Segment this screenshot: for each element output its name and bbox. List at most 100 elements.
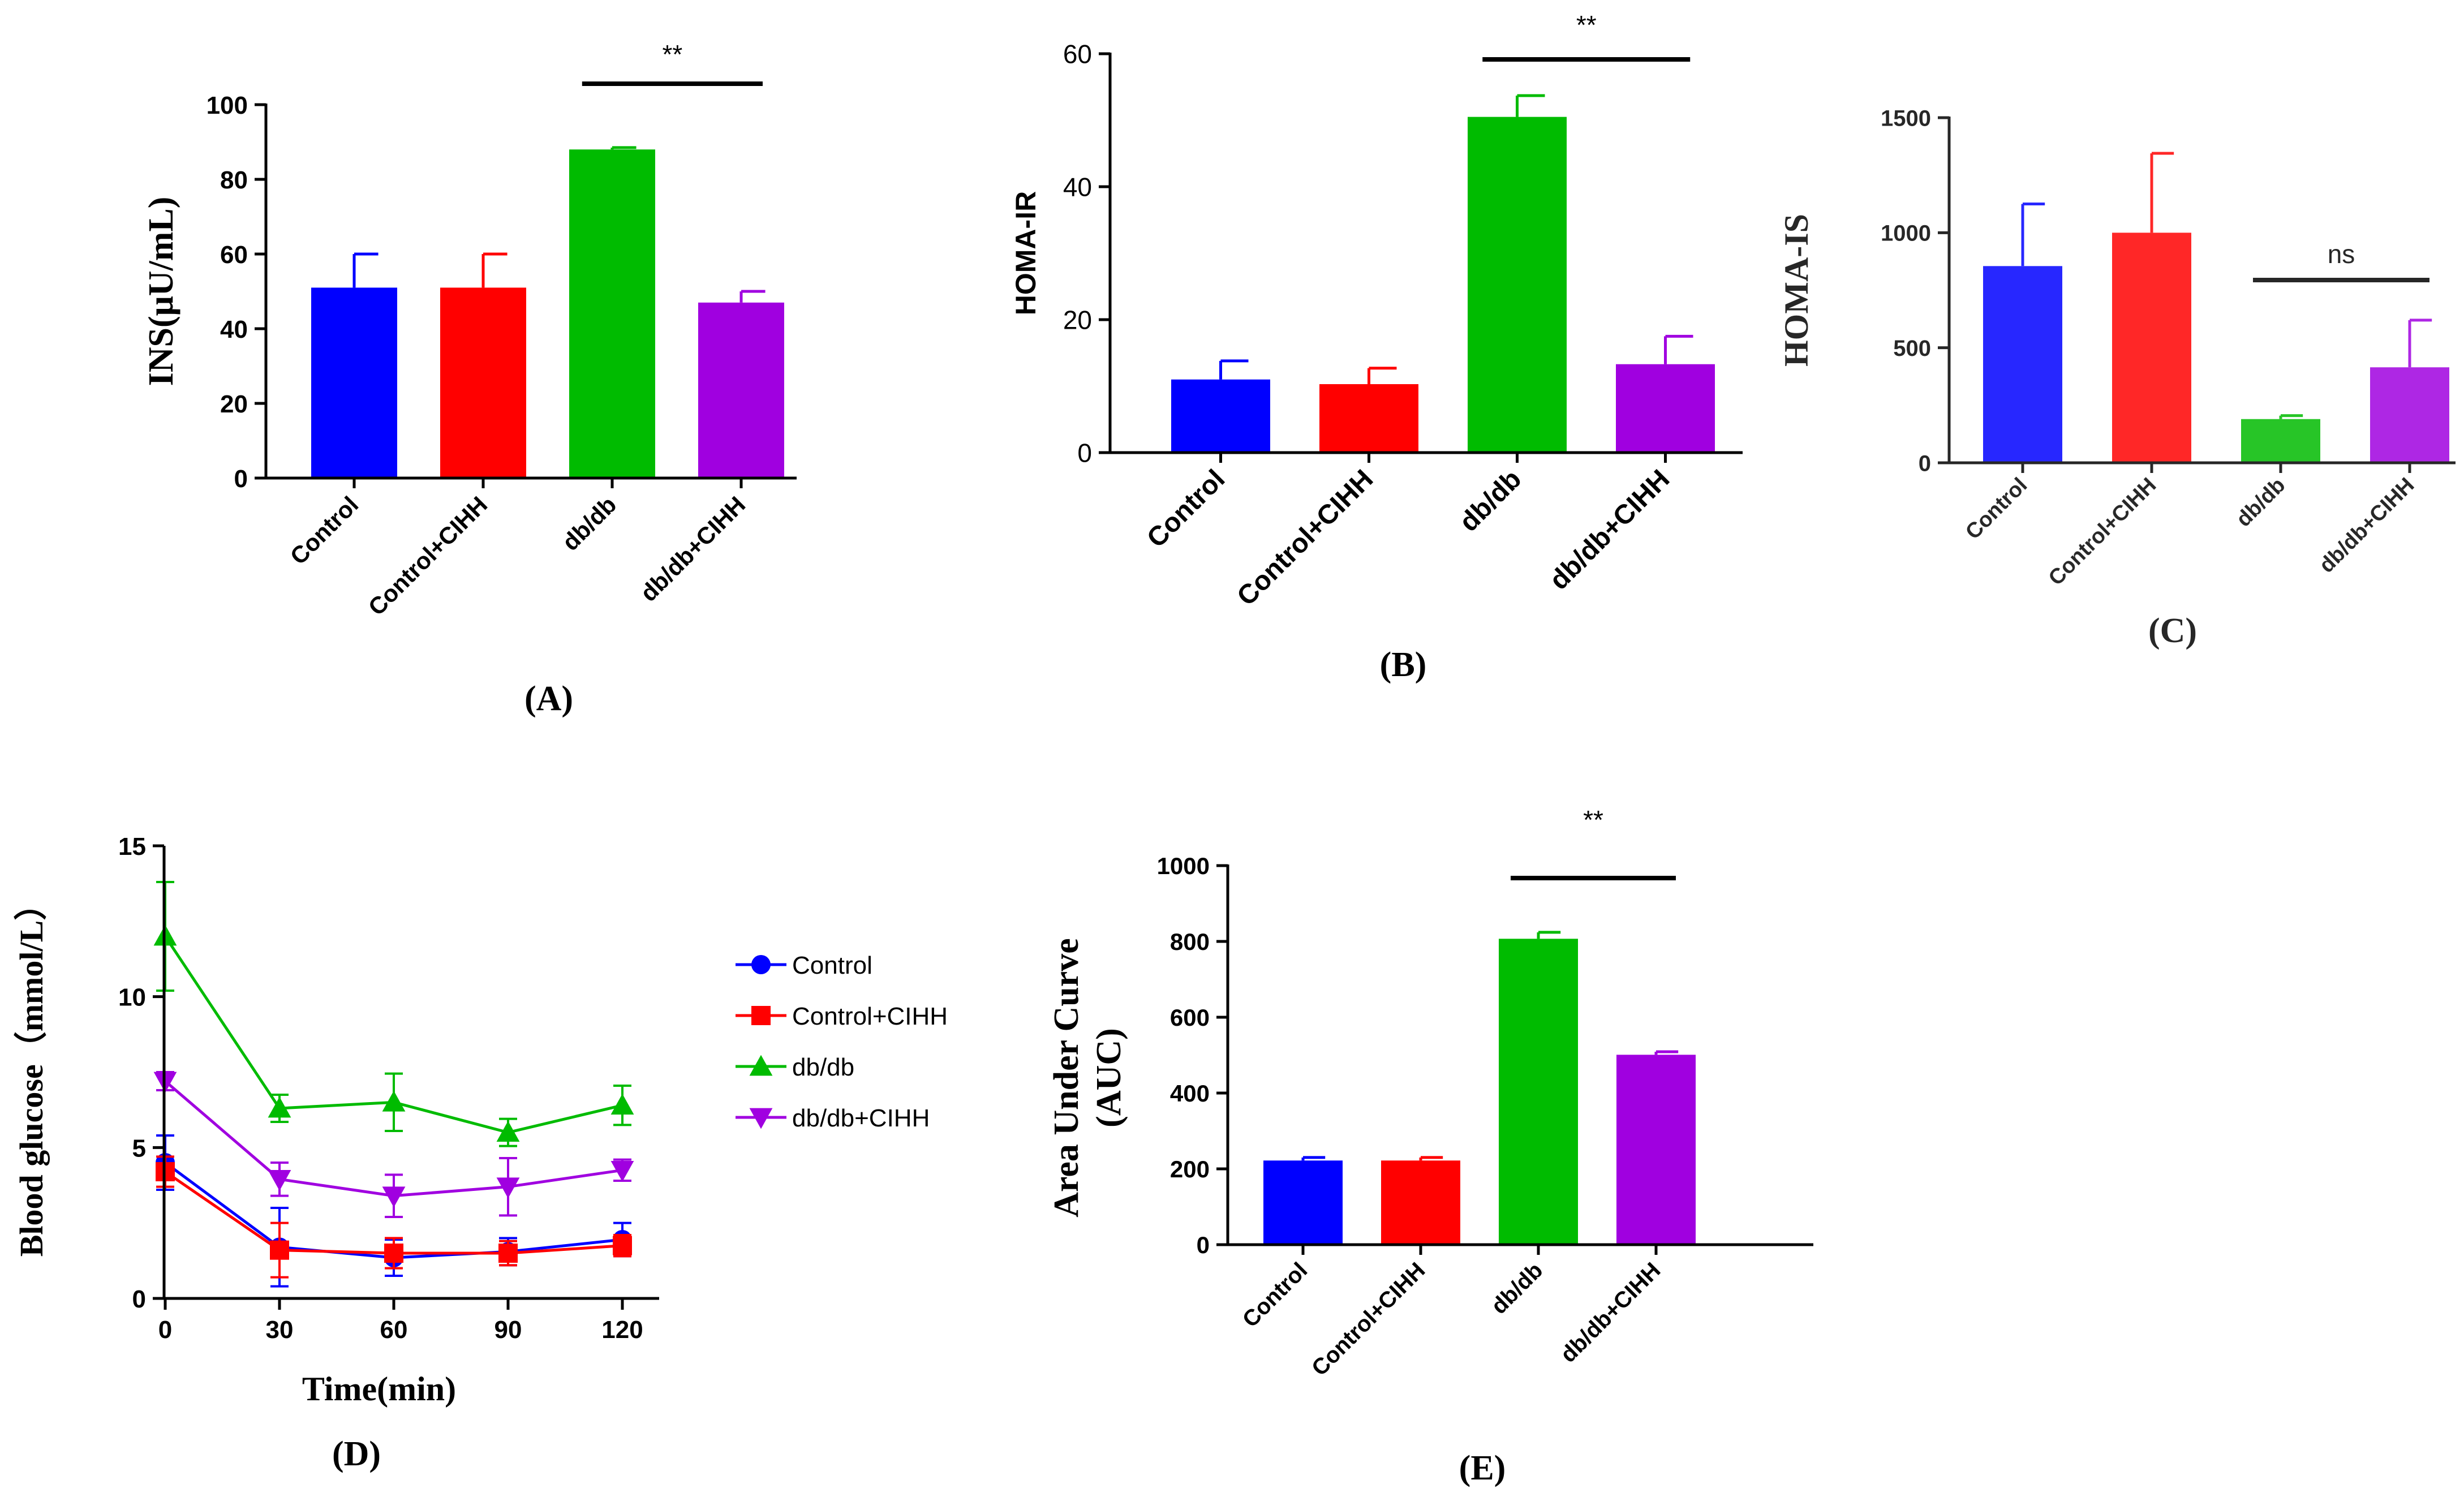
y-axis-label-C: HOMA-IS [1778, 214, 1815, 367]
y-axis-label-D: Blood glucose（mmol/L） [13, 888, 50, 1257]
x-tick-label-D-2: 60 [380, 1316, 408, 1344]
data-point-D-3-4 [610, 1161, 634, 1182]
data-point-D-3-2 [382, 1186, 406, 1208]
panel-label-A: (A) [524, 679, 573, 718]
y-tick-label-A-1: 20 [220, 390, 248, 418]
x-tick-label-D-3: 90 [494, 1316, 522, 1344]
category-label-C-2: db/db [2232, 474, 2290, 532]
y-tick-label-D-2: 10 [118, 984, 146, 1012]
panel-label-D: (D) [332, 1435, 381, 1473]
legend-D: Control Control+CIHH db/db db/db+CIHH [736, 952, 948, 1132]
y-axis-label-A: INS(μU/mL) [142, 197, 180, 386]
category-label-C-0: Control [1961, 474, 2032, 544]
bar-A-2 [569, 149, 655, 478]
panel-label-B: (B) [1380, 646, 1427, 684]
category-label-E-0: Control [1238, 1258, 1313, 1332]
y-tick-label-D-3: 15 [118, 833, 146, 861]
panel-C: Control Control+CIHH db/db db/db+CIHH 0 500 10… [1778, 106, 2456, 650]
y-tick-label-D-1: 5 [132, 1134, 146, 1162]
y-tick-label-B-0: 0 [1077, 438, 1092, 468]
category-label-B-2: db/db [1454, 464, 1527, 537]
legend-label-1: Control+CIHH [792, 1003, 948, 1030]
y-tick-label-E-5: 1000 [1157, 853, 1210, 879]
bar-C-2 [2241, 419, 2320, 463]
legend-marker-1 [751, 1006, 771, 1025]
y-tick-label-E-4: 800 [1170, 928, 1210, 955]
y-tick-label-B-1: 20 [1063, 306, 1092, 335]
category-label-A-3: db/db+CIHH [635, 491, 750, 606]
legend-label-3: db/db+CIHH [792, 1104, 930, 1132]
significance-label-C: ns [2328, 239, 2355, 269]
y-tick-label-C-0: 0 [1919, 451, 1931, 476]
y-tick-label-C-3: 1500 [1881, 106, 1931, 131]
bar-C-3 [2370, 367, 2449, 463]
data-point-D-2-2 [382, 1090, 406, 1112]
y-tick-label-A-3: 60 [220, 241, 248, 269]
y-tick-label-B-2: 40 [1063, 173, 1092, 202]
category-label-B-1: Control+CIHH [1231, 464, 1379, 612]
y-tick-label-A-2: 40 [220, 316, 248, 343]
data-point-D-2-1 [268, 1096, 291, 1118]
data-point-D-2-3 [496, 1121, 520, 1142]
bar-E-0 [1263, 1160, 1343, 1245]
x-tick-label-D-4: 120 [601, 1316, 643, 1344]
data-point-D-2-4 [610, 1094, 634, 1115]
y-tick-label-A-0: 0 [234, 465, 248, 493]
y-tick-label-B-3: 60 [1063, 40, 1092, 69]
legend-marker-3 [749, 1108, 773, 1129]
y-axis-label-E-0: Area Under Curve [1047, 938, 1086, 1218]
category-label-C-1: Control+CIHH [2044, 474, 2161, 591]
y-tick-label-C-2: 1000 [1881, 221, 1931, 246]
significance-label-E: ** [1583, 805, 1603, 834]
x-tick-label-D-1: 30 [266, 1316, 294, 1344]
category-label-A-0: Control [285, 491, 364, 570]
significance-label-B: ** [1576, 10, 1597, 40]
series-2 [153, 881, 634, 1147]
data-point-D-1-3 [498, 1244, 518, 1263]
bar-C-0 [1983, 266, 2062, 463]
category-label-C-3: db/db+CIHH [2315, 474, 2419, 578]
panel-label-C: (C) [2148, 612, 2197, 650]
legend-marker-0 [751, 955, 771, 974]
legend-label-0: Control [792, 952, 872, 979]
y-tick-label-A-4: 80 [220, 166, 248, 194]
category-label-B-0: Control [1141, 464, 1231, 553]
panel-B: Control Control+CIHH db/db db/db+CIHH 0 20 40 6… [1010, 10, 1743, 684]
bar-A-3 [698, 302, 784, 478]
bar-B-3 [1616, 364, 1715, 453]
y-tick-label-E-1: 200 [1170, 1156, 1210, 1182]
y-tick-label-D-0: 0 [132, 1285, 146, 1313]
bar-B-2 [1468, 117, 1567, 453]
significance-label-A: ** [662, 40, 682, 69]
category-label-E-2: db/db [1486, 1258, 1547, 1319]
y-tick-label-E-2: 400 [1170, 1080, 1210, 1107]
panel-A: Control Control+CIHH db/db db/db+CIHH 0 20 40 6… [142, 40, 797, 718]
y-tick-label-A-5: 100 [207, 92, 248, 119]
bar-B-0 [1171, 379, 1270, 453]
y-tick-label-E-3: 600 [1170, 1004, 1210, 1031]
panel-D: 0 30 60 90 120 0 5 10 15 Time(min) Blood glucose（m… [13, 833, 948, 1473]
category-label-E-1: Control+CIHH [1307, 1258, 1430, 1380]
data-point-D-3-3 [496, 1177, 520, 1199]
bar-C-1 [2112, 233, 2191, 463]
legend-marker-2 [749, 1055, 773, 1076]
data-point-D-1-1 [270, 1240, 289, 1260]
series-1 [156, 1155, 632, 1279]
bar-E-2 [1499, 939, 1578, 1245]
y-tick-label-E-0: 0 [1197, 1232, 1210, 1258]
x-axis-label-D: Time(min) [302, 1370, 456, 1408]
data-point-D-1-4 [613, 1236, 632, 1255]
bar-E-1 [1381, 1160, 1460, 1245]
category-label-A-2: db/db [557, 491, 621, 556]
y-axis-label-E-1: (AUC) [1090, 1028, 1128, 1128]
bar-A-1 [440, 287, 526, 478]
y-tick-label-C-1: 500 [1893, 336, 1931, 361]
data-point-D-1-2 [384, 1244, 403, 1263]
panel-label-E: (E) [1459, 1449, 1506, 1487]
data-point-D-3-1 [268, 1170, 291, 1191]
category-label-B-3: db/db+CIHH [1544, 464, 1676, 596]
category-label-E-3: db/db+CIHH [1556, 1258, 1666, 1367]
bar-B-1 [1319, 384, 1418, 453]
